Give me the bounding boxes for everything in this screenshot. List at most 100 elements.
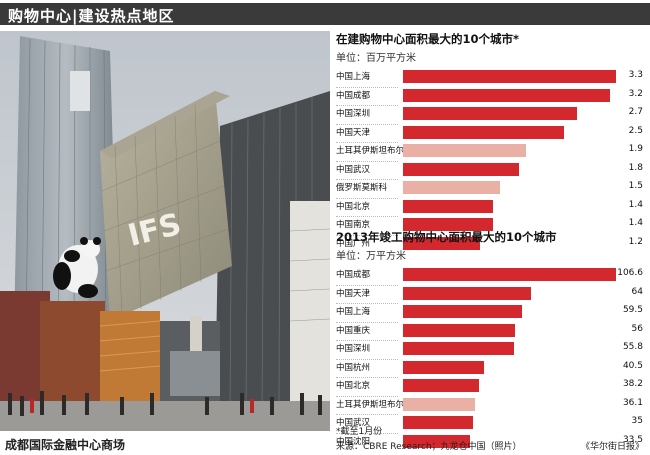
source-note: 来源：CBRE Research；九龙仓中国（照片） [336,442,522,452]
bar [403,286,531,300]
row-separator [336,86,398,88]
row-separator [336,197,398,199]
value-label: 1.5 [628,181,643,191]
bar [403,323,515,337]
category-label: 中国成都 [336,270,371,280]
category-label: 中国上海 [336,72,371,82]
row-separator [336,432,398,434]
category-label: 俄罗斯莫斯科 [336,183,388,193]
value-label: 64 [631,286,643,297]
bar-row: 俄罗斯莫斯科 1.5 [333,179,648,196]
bar-row: 土耳其伊斯坦布尔 1.9 [333,142,648,159]
bar [403,397,476,411]
bar-row: 中国成都 3.2 [333,87,648,104]
value-label: 33.5 [622,434,643,445]
value-label: 55.8 [622,342,643,352]
category-label: 中国北京 [336,201,371,212]
row-separator [336,284,398,286]
bar [403,144,526,157]
bar [403,70,616,83]
row-separator [336,105,398,106]
bar [403,236,481,250]
value-label: 2.7 [628,107,643,117]
header: 购物中心|建设热点地区 [0,0,650,28]
category-label: 中国武汉 [336,418,371,428]
bar-row: 中国武汉 1.8 [333,161,648,178]
category-label: 中国沈阳 [336,436,371,447]
category-label: 土耳其伊斯坦布尔 [336,146,405,156]
mall-photo: IFS [0,31,330,431]
row-separator [336,303,398,304]
category-label: 中国杭州 [336,362,371,373]
category-label: 中国重庆 [336,325,371,336]
bar-row: 中国深圳 2.7 [333,105,648,122]
bar [403,342,515,355]
bar [403,416,473,429]
category-label: 中国深圳 [336,109,371,119]
row-separator [336,179,398,180]
bar-row: 中国北京 38.2 [333,377,648,394]
value-label: 38.2 [622,379,643,389]
credit: 《华尔街日报》 [580,442,644,452]
category-label: 中国北京 [336,381,371,391]
value-label: 59.5 [622,305,643,315]
row-separator [336,414,398,415]
chart-title: 在建购物中心面积最大的10个城市* [336,32,520,46]
bar-list: 中国上海 3.3 中国成都 3.2 中国深圳 2.7 中国天津 2.5 土耳其伊斯坦布尔 1.9 中… [333,68,648,253]
bar-row: 中国北京 1.4 [333,198,648,215]
row-separator [336,160,398,162]
bar [403,218,494,231]
bar [403,199,494,213]
value-label: 3.2 [628,88,643,99]
page-title: 购物中心|建设热点地区 [8,7,175,25]
value-label: 2.5 [628,125,643,136]
value-label: 3.3 [628,70,643,80]
chart-unit: 单位：百万平方米 [336,53,416,64]
bar-row: 中国沈阳 33.5 [333,433,648,450]
bar-row: 中国重庆 56 [333,322,648,339]
value-label: 40.5 [622,360,643,371]
value-label: 1.9 [628,144,643,154]
bar [403,107,578,120]
bar [403,88,610,102]
header-bar [0,3,650,25]
row-separator [336,358,398,360]
row-separator [336,395,398,397]
bar-row: 中国杭州 40.5 [333,359,648,376]
bar-row: 中国天津 64 [333,285,648,302]
row-separator [336,340,398,341]
category-label: 中国南京 [336,220,371,230]
value-label: 1.8 [628,162,643,173]
chart-under-construction: 在建购物中心面积最大的10个城市* 单位：百万平方米 中国上海 3.3 中国成都 3.… [333,31,648,253]
row-separator [336,321,398,323]
bar-list: 中国成都 106.6 中国天津 64 中国上海 59.5 中国重庆 56 中国深圳 55.8 中国杭… [333,266,648,451]
bar-row: 中国武汉 35 [333,414,648,431]
category-label: 中国天津 [336,127,371,138]
bar-row: 中国上海 59.5 [333,303,648,320]
category-label: 土耳其伊斯坦布尔 [336,399,405,410]
value-label: 56 [631,323,643,334]
bar-row: 中国成都 106.6 [333,266,648,283]
bar [403,162,520,176]
bar [403,181,500,194]
value-label: 35 [631,416,643,426]
bar [403,268,616,281]
footnote: *截至1月份 [336,427,383,437]
row-separator [336,234,398,236]
bar [403,125,565,139]
row-separator [336,142,398,143]
bar-row: 中国上海 3.3 [333,68,648,85]
bar [403,305,522,318]
row-separator [336,216,398,217]
category-label: 中国上海 [336,307,371,317]
value-label: 1.2 [628,236,643,247]
bar-row: 土耳其伊斯坦布尔 36.1 [333,396,648,413]
bar [403,379,480,392]
photo-caption: 成都国际金融中心商场 [5,438,126,452]
value-label: 1.4 [628,199,643,210]
row-separator [336,123,398,125]
category-label: 中国广州 [336,238,371,249]
row-separator [336,377,398,378]
value-label: 1.4 [628,218,643,228]
chart-completed-2013: 2013年竣工购物中心面积最大的10个城市 单位：万平方米 中国成都 106.6 中… [333,229,648,451]
